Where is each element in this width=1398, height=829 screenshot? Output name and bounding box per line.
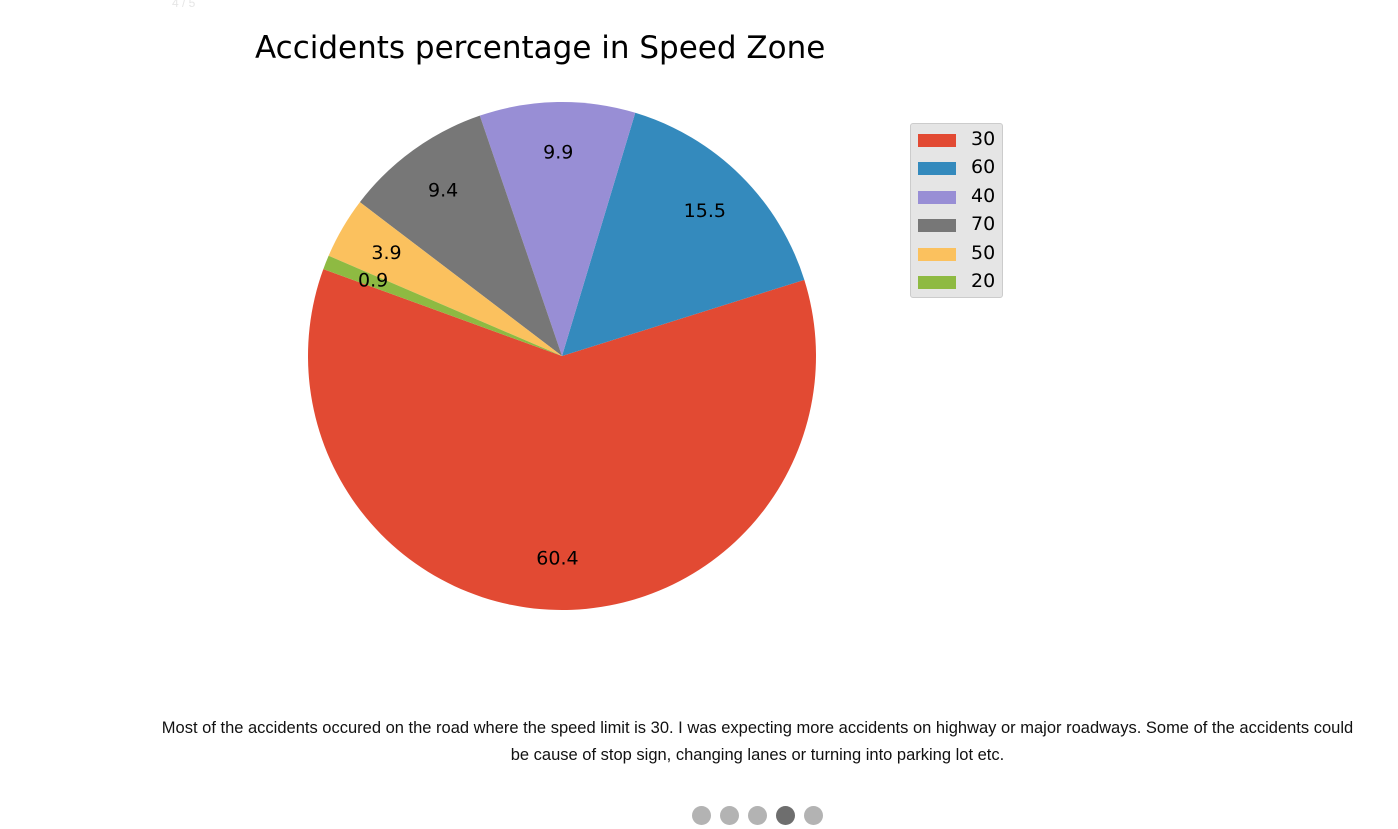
pie-data-label-20: 0.9 [358, 270, 388, 292]
legend-swatch [918, 275, 956, 289]
chart-title: Accidents percentage in Speed Zone [255, 30, 826, 66]
legend-label: 30 [971, 128, 996, 150]
pie-slice-40 [479, 102, 636, 357]
legend-item: 60 [911, 154, 1002, 182]
legend-label: 40 [971, 184, 996, 207]
pie-data-label-70: 9.4 [428, 180, 458, 202]
pie-data-label-40: 9.9 [543, 141, 573, 163]
pie-slice-60 [562, 112, 805, 356]
legend-item: 50 [911, 240, 1002, 268]
legend-label: 20 [971, 269, 996, 292]
carousel-dot-2[interactable] [720, 806, 739, 825]
slide-caption: Most of the accidents occured on the roa… [161, 719, 1354, 764]
pie-data-label-50: 3.9 [371, 242, 401, 264]
pie-slice-20 [323, 255, 562, 356]
carousel-dot-3[interactable] [748, 806, 767, 825]
legend-item: 70 [911, 211, 1002, 239]
legend-item: 20 [911, 268, 1002, 296]
carousel-dot-4[interactable] [776, 806, 795, 825]
pie-slice-70 [359, 115, 562, 356]
chart-legend: 30 60 40 70 50 20 [910, 123, 1003, 298]
pie-data-label-30: 60.4 [536, 548, 578, 570]
pie-data-label-60: 15.5 [684, 200, 726, 222]
legend-swatch [918, 247, 956, 261]
carousel-dot-5[interactable] [804, 806, 823, 825]
legend-item: 30 [911, 126, 1002, 154]
legend-label: 60 [971, 156, 996, 179]
pie-slice-50 [328, 202, 562, 356]
pie-slice-30 [308, 269, 816, 610]
legend-label: 70 [971, 213, 996, 236]
legend-swatch [918, 190, 956, 204]
carousel-dot-1[interactable] [692, 806, 711, 825]
legend-item: 40 [911, 183, 1002, 211]
legend-swatch [918, 162, 956, 176]
pie-chart: 60.4 15.5 9.9 9.4 3.9 0.9 [308, 102, 816, 610]
legend-swatch [918, 134, 956, 147]
slide-counter: 4 / 5 [172, 0, 196, 10]
carousel-pagination [692, 806, 823, 825]
legend-swatch [918, 219, 956, 233]
legend-label: 50 [971, 241, 996, 264]
